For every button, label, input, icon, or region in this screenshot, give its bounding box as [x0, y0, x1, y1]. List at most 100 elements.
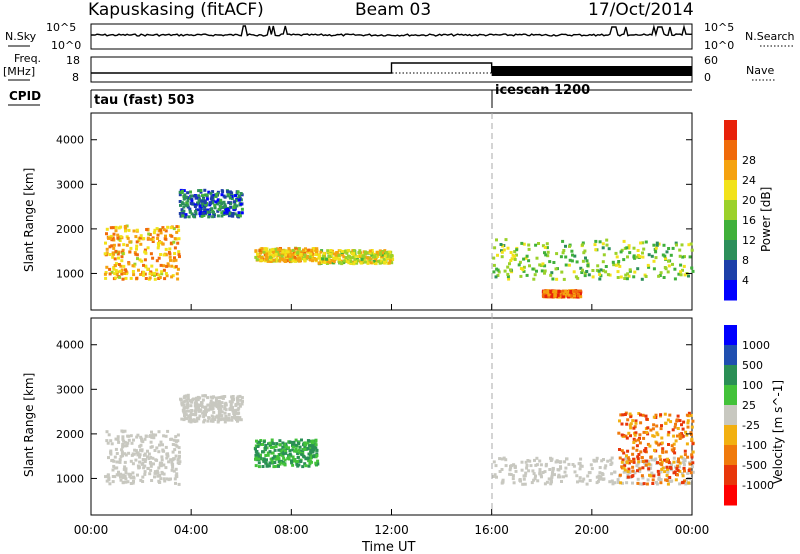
range-cell — [174, 467, 178, 471]
range-cell — [219, 198, 223, 202]
range-cell — [644, 240, 648, 244]
range-cell — [679, 273, 683, 277]
colorbar-swatch — [724, 220, 737, 241]
range-cell — [109, 449, 113, 453]
range-cell — [352, 249, 356, 252]
range-cell — [666, 418, 670, 422]
range-cell — [123, 474, 127, 478]
range-cell — [227, 201, 231, 205]
freq-unit-label: [MHz] — [3, 65, 35, 78]
range-cell — [572, 289, 576, 293]
range-cell — [533, 458, 536, 462]
range-cell — [535, 269, 538, 273]
range-cell — [537, 242, 540, 245]
range-cell — [190, 194, 194, 198]
range-cell — [660, 424, 663, 428]
range-cell — [560, 270, 564, 274]
range-cell — [678, 437, 682, 440]
range-cell — [119, 235, 123, 239]
range-cell — [116, 233, 120, 237]
range-cell — [322, 252, 326, 255]
colorbar-swatch — [724, 405, 737, 426]
range-cell — [136, 451, 140, 455]
range-cell — [500, 249, 503, 253]
range-cell — [166, 225, 170, 229]
colorbar-swatch — [724, 160, 737, 181]
range-cell — [578, 476, 582, 480]
range-cell — [149, 468, 153, 472]
range-cell — [107, 478, 111, 482]
range-cell — [206, 403, 210, 407]
range-cell — [159, 440, 163, 444]
range-cell — [193, 205, 197, 208]
range-cell — [134, 458, 138, 462]
range-cell — [139, 234, 143, 238]
range-cell — [166, 262, 170, 266]
range-cell — [187, 215, 191, 219]
range-cell — [175, 272, 179, 276]
range-cell — [282, 456, 286, 460]
range-cell — [524, 471, 528, 475]
range-cell — [543, 245, 547, 249]
range-cell — [632, 426, 636, 430]
range-cell — [131, 264, 135, 268]
range-cell — [654, 246, 658, 250]
range-cell — [538, 470, 542, 474]
range-cell — [150, 479, 154, 482]
range-cell — [618, 456, 622, 460]
range-cell — [212, 410, 216, 414]
range-cell — [586, 264, 590, 267]
range-cell — [208, 404, 212, 408]
range-cell — [680, 243, 684, 247]
range-cell — [158, 240, 162, 244]
range-cell — [228, 400, 232, 404]
range-cell — [572, 270, 576, 274]
range-cell — [525, 466, 529, 470]
range-cell — [618, 473, 622, 477]
range-cell — [168, 255, 172, 259]
range-cell — [240, 207, 244, 211]
range-cell — [376, 255, 380, 259]
range-cell — [674, 241, 678, 245]
range-cell — [117, 470, 120, 474]
range-cell — [172, 438, 176, 442]
range-cell — [123, 460, 127, 464]
range-cell — [639, 241, 643, 245]
range-cell — [557, 473, 561, 477]
range-cell — [578, 467, 582, 471]
range-cell — [129, 473, 133, 476]
range-cell — [166, 454, 170, 458]
range-cell — [618, 448, 621, 451]
range-cell — [636, 457, 640, 461]
range-cell — [265, 464, 269, 468]
range-cell — [169, 241, 173, 245]
range-cell — [231, 212, 235, 215]
range-cell — [115, 270, 119, 274]
range-cell — [204, 394, 207, 398]
range-cell — [307, 439, 311, 443]
range-cell — [368, 260, 371, 264]
range-cell — [543, 482, 547, 486]
range-cell — [651, 434, 655, 438]
range-cell — [309, 252, 313, 256]
range-cell — [222, 211, 226, 215]
range-cell — [359, 261, 363, 265]
range-cell — [158, 474, 162, 477]
range-cell — [291, 463, 295, 467]
range-cell — [108, 245, 112, 249]
range-cell — [201, 202, 205, 206]
range-cell — [570, 249, 574, 253]
range-cell — [227, 418, 231, 422]
range-cell — [162, 268, 166, 272]
noise-search-label: N.Search — [745, 30, 795, 43]
time-axis: 00:00 04:00 08:00 12:00 16:00 20:00 00:00 — [74, 304, 709, 537]
range-cell — [629, 426, 633, 430]
range-cell — [150, 430, 153, 434]
range-cell — [659, 427, 663, 431]
range-cell — [228, 195, 232, 199]
range-cell — [157, 430, 161, 434]
range-cell — [159, 464, 163, 468]
range-cell — [654, 413, 658, 417]
range-cell — [223, 195, 227, 199]
range-cell — [614, 263, 618, 267]
